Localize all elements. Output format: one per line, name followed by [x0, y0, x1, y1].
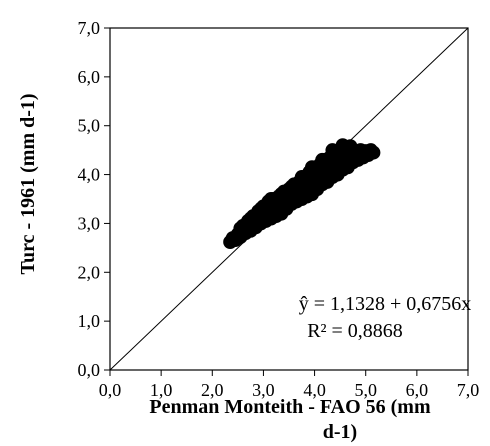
y-tick-label: 4,0: [78, 165, 101, 185]
y-tick-label: 2,0: [78, 262, 101, 282]
x-tick-label: 4,0: [303, 380, 326, 400]
data-point: [348, 152, 363, 167]
y-axis-title: Turc - 1961 (mm d-1): [17, 93, 39, 274]
data-point: [248, 213, 263, 228]
data-point: [279, 192, 294, 206]
y-tick-label: 0,0: [78, 360, 101, 380]
plot-area: [109, 27, 469, 371]
y-tick-label: 1,0: [78, 311, 101, 331]
data-point: [302, 182, 317, 197]
data-point: [330, 152, 345, 167]
y-tick-label: 6,0: [78, 67, 101, 87]
data-point: [366, 145, 381, 160]
data-point: [269, 199, 284, 214]
data-point: [320, 160, 335, 175]
x-tick-label: 6,0: [406, 380, 429, 400]
data-point: [233, 221, 248, 236]
x-axis-title-line-1: Penman Monteith - FAO 56 (mm: [149, 396, 431, 418]
x-tick-label: 5,0: [354, 380, 377, 400]
x-axis-ticks: 0,0 1,0 2,0 3,0 4,0 5,0 6,0 7,0: [99, 370, 480, 400]
data-point: [310, 170, 325, 185]
x-axis-title-line-2: d-1): [323, 421, 357, 443]
x-tick-label: 7,0: [457, 380, 480, 400]
x-tick-label: 0,0: [99, 380, 122, 400]
x-tick-label: 1,0: [150, 380, 173, 400]
y-tick-label: 7,0: [78, 18, 101, 38]
y-tick-label: 3,0: [78, 213, 101, 233]
plot-frame: [109, 27, 469, 371]
data-point: [292, 189, 307, 204]
regression-equation: ŷ = 1,1328 + 0,6756x: [299, 293, 472, 315]
r-squared: R² = 0,8868: [307, 320, 403, 342]
x-tick-label: 2,0: [201, 380, 224, 400]
data-point: [258, 206, 273, 221]
x-tick-label: 3,0: [252, 380, 275, 400]
y-tick-label: 5,0: [78, 116, 101, 136]
y-axis-ticks: 0,0 1,0 2,0 3,0 4,0 5,0 6,0 7,0: [78, 18, 110, 380]
data-point: [335, 138, 350, 153]
data-points: [223, 138, 381, 249]
